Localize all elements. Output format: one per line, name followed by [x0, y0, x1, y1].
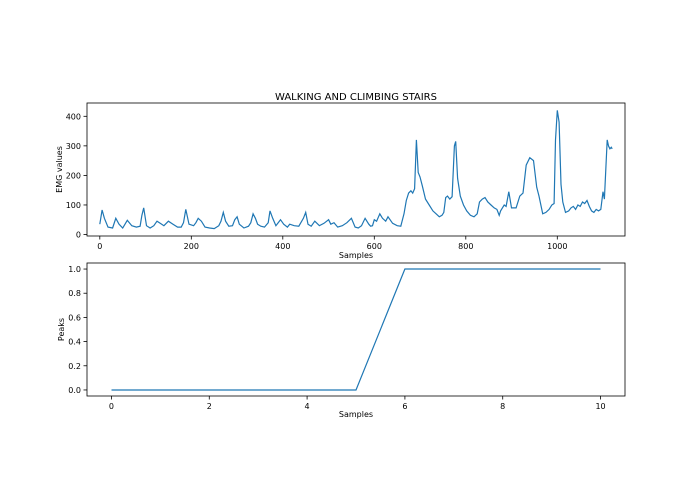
- peaks-chart: 0 2 4 6 8 10 0.0 0.2 0.4 0.6 0.8 1.0 Samples Peaks: [57, 262, 626, 419]
- peaks-x-tick-label: 8: [500, 402, 505, 411]
- emg-axes-frame: [86, 102, 626, 237]
- peaks-x-axis-label: Samples: [339, 410, 373, 419]
- emg-chart: WALKING AND CLIMBING STAIRS 0 200 400 600 80…: [55, 92, 626, 260]
- peaks-x-tick-label: 6: [402, 402, 407, 411]
- emg-y-axis-label: EMG values: [55, 146, 64, 193]
- emg-x-tick-label: 400: [275, 242, 290, 251]
- peaks-y-tick-label: 1.0: [68, 265, 81, 274]
- peaks-x-tick-label: 10: [595, 402, 605, 411]
- peaks-y-tick-label: 0.4: [68, 338, 81, 347]
- peaks-y-tick-label: 0.2: [68, 362, 81, 371]
- emg-x-tick-label: 0: [97, 242, 102, 251]
- peaks-y-tick-label: 0.8: [68, 289, 81, 298]
- emg-plot-area: 0 200 400 600 800 1000 0 100 200 300 400: [66, 102, 626, 251]
- peaks-x-tick-label: 0: [109, 402, 114, 411]
- peaks-y-tick-label: 0.0: [68, 386, 81, 395]
- emg-y-tick-label: 300: [66, 142, 81, 151]
- peaks-x-tick-label: 2: [207, 402, 212, 411]
- peaks-series-line: [111, 268, 601, 391]
- emg-x-tick-label: 200: [184, 242, 199, 251]
- emg-chart-title: WALKING AND CLIMBING STAIRS: [275, 92, 437, 103]
- peaks-axes-frame: [86, 262, 626, 397]
- emg-y-tick-label: 0: [76, 231, 81, 240]
- peaks-y-tick-label: 0.6: [68, 313, 81, 322]
- emg-series-line: [99, 110, 613, 230]
- emg-x-ticks: 0 200 400 600 800 1000: [97, 236, 567, 251]
- emg-x-tick-label: 1000: [547, 242, 567, 251]
- emg-y-tick-label: 400: [66, 112, 81, 121]
- peaks-y-ticks: 0.0 0.2 0.4 0.6 0.8 1.0: [68, 265, 87, 395]
- peaks-x-ticks: 0 2 4 6 8 10: [109, 396, 606, 411]
- emg-x-tick-label: 600: [367, 242, 382, 251]
- peaks-plot-area: 0 2 4 6 8 10 0.0 0.2 0.4 0.6 0.8 1.0: [68, 262, 626, 411]
- emg-x-tick-label: 800: [458, 242, 473, 251]
- emg-y-ticks: 0 100 200 300 400: [66, 112, 87, 240]
- emg-y-tick-label: 100: [66, 201, 81, 210]
- peaks-y-axis-label: Peaks: [57, 318, 66, 341]
- emg-y-tick-label: 200: [66, 171, 81, 180]
- emg-x-axis-label: Samples: [339, 251, 373, 260]
- peaks-x-tick-label: 4: [305, 402, 310, 411]
